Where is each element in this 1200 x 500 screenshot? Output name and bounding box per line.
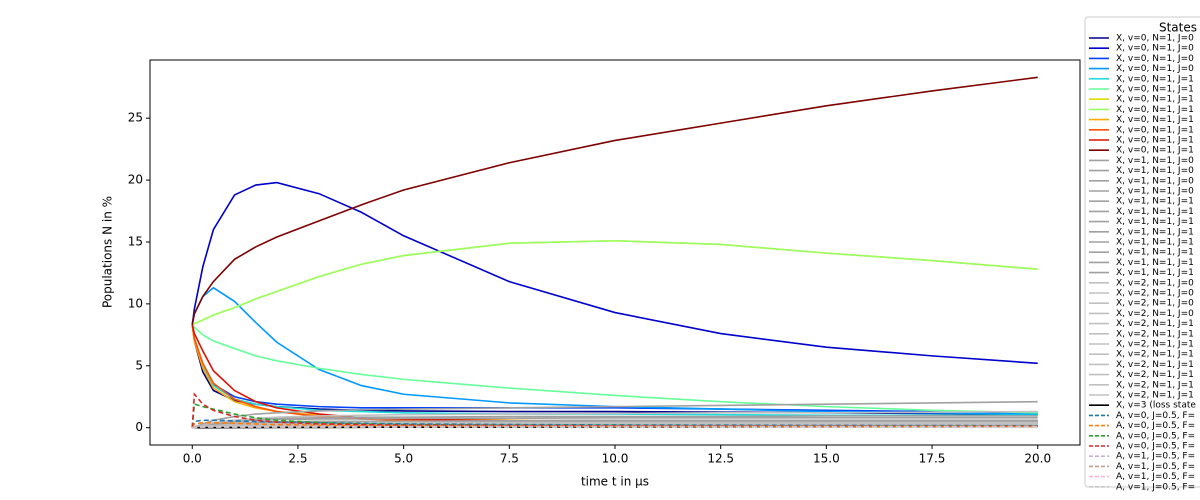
series-line	[192, 426, 1038, 429]
x-axis-label: time t in μs	[581, 475, 649, 489]
legend-label: X, v=1, N=1, J=1	[1116, 258, 1194, 268]
plot-frame	[149, 59, 1081, 446]
x-tick-label: 7.5	[500, 452, 519, 466]
legend-label: X, v=2, N=1, J=1	[1116, 319, 1194, 329]
y-tick-label: 10	[128, 296, 143, 310]
y-tick-label: 0	[135, 420, 143, 434]
legend-label: X, v=0, N=1, J=1	[1116, 95, 1194, 105]
x-tick-label: 5.0	[394, 452, 413, 466]
legend-label: X, v=0, N=1, J=1	[1116, 115, 1194, 125]
legend-label: X, v=1, N=1, J=1	[1116, 248, 1194, 258]
x-tick-label: 12.5	[707, 452, 734, 466]
y-axis-label: Populations N in %	[101, 196, 115, 308]
legend-label: X, v=2, N=1, J=1	[1116, 360, 1194, 370]
legend-label: X, v=0, N=1, J=0	[1116, 64, 1194, 74]
legend-label: X, v=0, N=1, J=0	[1116, 34, 1194, 44]
series-line	[192, 420, 1038, 429]
legend-label: X, v=0, N=1, J=1	[1116, 74, 1194, 84]
x-tick-label: 2.5	[288, 452, 307, 466]
series-line	[191, 421, 1038, 429]
legend-label: A, v=0, J=0.5, F=	[1116, 411, 1195, 421]
x-tick-label: 10.0	[602, 452, 629, 466]
legend-label: X, v=2, N=1, J=1	[1116, 391, 1194, 401]
series-line	[191, 181, 1038, 365]
legend-label: X, v=1, N=1, J=0	[1116, 187, 1194, 197]
x-tick-label: 17.5	[919, 452, 946, 466]
legend-label: X, v=2, N=1, J=1	[1116, 329, 1194, 339]
legend-label: X, v=0, N=1, J=0	[1116, 44, 1194, 54]
legend-label: X, v=2, N=1, J=1	[1116, 350, 1194, 360]
series-line	[191, 239, 1038, 326]
legend-label: X, v=0, N=1, J=0	[1116, 54, 1194, 64]
legend-label: X, v=0, N=1, J=1	[1116, 146, 1194, 156]
x-tick-label: 20.0	[1024, 452, 1051, 466]
legend-label: X, v=2, N=1, J=1	[1116, 380, 1194, 390]
legend-label: X, v=2, N=1, J=1	[1116, 370, 1194, 380]
legend-label: X, v=0, N=1, J=1	[1116, 125, 1194, 135]
legend-label: A, v=1, J=0.5, F=	[1116, 452, 1195, 462]
legend-label: X, v=0, N=1, J=1	[1116, 85, 1194, 95]
series-line	[191, 392, 1038, 428]
legend-label: X, v=1, N=1, J=0	[1116, 156, 1194, 166]
legend-title: States	[1159, 21, 1197, 35]
y-tick-label: 25	[128, 111, 143, 125]
legend-label: X, v=2, N=1, J=0	[1116, 309, 1194, 319]
x-tick-label: 0.0	[183, 452, 202, 466]
legend-label: X, v=0, N=1, J=1	[1116, 136, 1194, 146]
legend-label: X, v=2, N=1, J=1	[1116, 340, 1194, 350]
legend-label: X, v=1, N=1, J=0	[1116, 176, 1194, 186]
legend-label: X, v=2, N=1, J=0	[1116, 278, 1194, 288]
legend-label: A, v=0, J=0.5, F=	[1116, 431, 1195, 441]
legend-label: A, v=1, J=0.5, F=	[1116, 462, 1195, 472]
y-tick-label: 5	[135, 358, 143, 372]
legend-label: X, v=1, N=1, J=1	[1116, 217, 1194, 227]
legend-label: X, v=1, N=1, J=1	[1116, 268, 1194, 278]
legend-label: A, v=0, J=0.5, F=	[1116, 421, 1195, 431]
legend-label: X, v=0, N=1, J=1	[1116, 105, 1194, 115]
legend-label: A, v=0, J=0.5, F=	[1116, 442, 1195, 452]
legend-label: A, v=1, J=0.5, F=	[1116, 482, 1195, 492]
y-tick-label: 15	[128, 234, 143, 248]
x-tick-label: 15.0	[813, 452, 840, 466]
series-line	[191, 76, 1038, 325]
legend-label: X, v=1, N=1, J=1	[1116, 207, 1194, 217]
legend-label: X, v=1, N=1, J=1	[1116, 238, 1194, 248]
legend-label: X, v=2, N=1, J=0	[1116, 299, 1194, 309]
legend-label: X, v=2, N=1, J=0	[1116, 289, 1194, 299]
legend-box	[1084, 16, 1200, 488]
series-line	[192, 410, 1038, 429]
legend-label: X, v=1, N=1, J=0	[1116, 166, 1194, 176]
legend-label: X, v=1, N=1, J=1	[1116, 227, 1194, 237]
series-line	[191, 286, 1038, 415]
legend-label: X, v=3 (loss state	[1116, 401, 1196, 411]
legend-label: X, v=1, N=1, J=1	[1116, 197, 1194, 207]
y-tick-label: 20	[128, 173, 143, 187]
legend-label: A, v=1, J=0.5, F=	[1116, 472, 1195, 482]
